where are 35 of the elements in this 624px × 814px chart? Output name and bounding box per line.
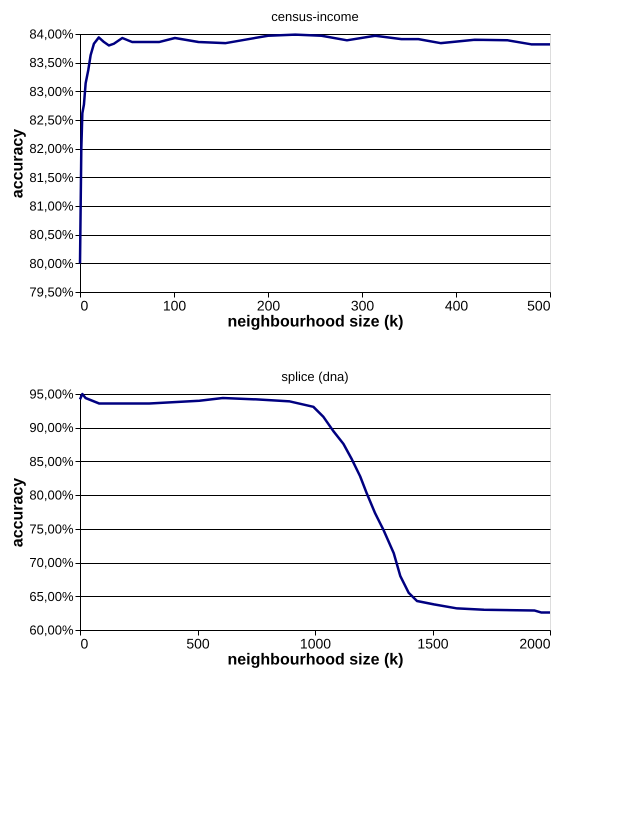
x-tick-label: 200 (256, 298, 280, 314)
x-tick-label: 2000 (519, 636, 551, 652)
y-tick-label: 80,00% (29, 488, 74, 503)
y-tick-label: 83,50% (29, 55, 74, 70)
y-tick-label: 60,00% (29, 622, 74, 638)
y-tick-label: 85,00% (29, 454, 74, 469)
y-tick-label: 80,50% (29, 227, 74, 242)
x-tick-label: 500 (186, 636, 210, 652)
x-tick-label: 500 (527, 298, 551, 314)
x-tick-label: 1500 (417, 636, 449, 652)
y-axis-title: accuracy (9, 478, 26, 548)
chart-title: census-income (271, 9, 359, 24)
x-tick-label: 100 (162, 298, 186, 314)
x-tick-label: 0 (80, 636, 88, 652)
x-tick-label: 1000 (300, 636, 332, 652)
x-axis-title: neighbourhood size (k) (228, 314, 404, 330)
x-tick-label: 0 (80, 298, 88, 314)
y-tick-label: 82,50% (29, 112, 74, 128)
x-axis-title: neighbourhood size (k) (228, 652, 404, 668)
y-tick-label: 80,00% (29, 256, 74, 271)
y-tick-label: 95,00% (29, 386, 74, 402)
y-tick-label: 79,50% (29, 284, 74, 300)
y-tick-label: 75,00% (29, 521, 74, 536)
chart-title: splice (dna) (281, 369, 349, 384)
y-tick-label: 84,00% (29, 26, 74, 42)
y-axis-title: accuracy (9, 128, 26, 198)
y-tick-label: 65,00% (29, 588, 74, 604)
y-tick-label: 90,00% (29, 420, 74, 436)
y-tick-label: 83,00% (29, 84, 74, 99)
y-tick-label: 82,00% (29, 141, 74, 156)
y-tick-label: 70,00% (29, 555, 74, 570)
x-tick-label: 300 (350, 298, 374, 314)
x-tick-label: 400 (444, 298, 468, 314)
y-tick-label: 81,00% (29, 198, 74, 214)
y-tick-label: 81,50% (29, 170, 74, 185)
